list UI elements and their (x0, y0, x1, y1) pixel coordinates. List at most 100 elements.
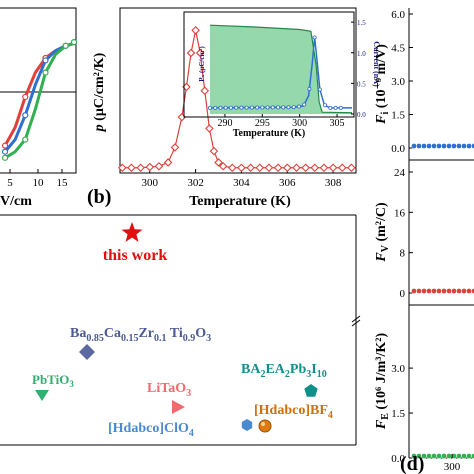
panel-a-marker (22, 93, 29, 101)
axis-break-mark (351, 315, 361, 327)
inset-current-marker (312, 35, 317, 40)
panel-d-marker (461, 288, 467, 294)
panel-d-marker (466, 143, 472, 149)
inset-ytick-label: 0.0 (357, 111, 366, 119)
inset-current-marker (228, 105, 233, 110)
inset-ytick-label: 0.5 (357, 80, 366, 88)
inset-ylabel-right: Current (nA) (372, 41, 381, 87)
inset-current-marker (265, 105, 270, 110)
point-ba2ea2pb3i10-pentagon (304, 384, 318, 397)
panel-d-label: (d) (400, 453, 424, 474)
panel-a-marker (70, 39, 78, 46)
inset-current-marker (270, 105, 275, 110)
panel-b-marker (273, 163, 283, 173)
point-clo4-hexagon (241, 419, 253, 431)
point-bf4-label: [Hdabco]BF4 (254, 403, 333, 421)
panel-b-marker (301, 163, 310, 173)
panel-d-ytick-label: 6.0 (391, 9, 405, 21)
panel-d-marker (436, 143, 442, 149)
panel-a-xlabel: V/cm (0, 194, 32, 209)
panel-c: this work Ba0.85Ca0.15Zr0.1 Ti0.9O3 PbTi… (0, 214, 361, 446)
inset-current-marker (286, 105, 291, 110)
inset-current-marker (291, 105, 296, 110)
panel-b-xlabel: Temperature (K) (189, 194, 291, 209)
panel-b-frame (119, 7, 357, 174)
panel-b-tick-label: 300 (142, 177, 159, 189)
inset-current-marker (302, 102, 307, 107)
panel-d-marker (461, 453, 467, 459)
panel-a-marker (1, 148, 9, 155)
panel-d-ytick-label: 0.0 (391, 143, 405, 155)
inset-current-marker (249, 105, 254, 110)
inset-current-marker (218, 105, 223, 110)
inset-current-marker (223, 105, 228, 110)
panel-d-ylabel-fe: FE (10⁶ J/m³/K²) (374, 333, 391, 431)
inset-current-marker (323, 103, 328, 108)
panel-b-marker (255, 163, 265, 173)
panel-d-marker (461, 143, 467, 149)
point-this-work-star (121, 222, 143, 242)
inset-current-marker (328, 105, 333, 110)
panel-b-marker (328, 163, 338, 173)
point-bf4-highlight (261, 422, 265, 426)
panel-b-marker (136, 163, 145, 173)
panel-d-marker (451, 143, 457, 149)
panel-a-tick-label: 10 (33, 177, 45, 189)
inset-current-marker (281, 105, 286, 110)
point-pbtio3-label: PbTiO3 (32, 372, 74, 389)
panel-d-marker (426, 453, 432, 459)
panel-d-ytick-label: 3.0 (391, 76, 405, 88)
panel-d-ytick-label: 0 (400, 288, 406, 300)
panel-b: (b) 300 302 304 306 308 Temperature (K) p (μ… (87, 7, 381, 209)
panel-a-tick-label: 15 (57, 177, 69, 189)
panel-d-marker (416, 143, 422, 149)
panel-b-marker (292, 163, 301, 173)
panel-d-marker (446, 288, 452, 294)
inset-current-marker (307, 86, 312, 91)
panel-b-series-p (118, 26, 356, 173)
panel-b-marker (310, 163, 320, 173)
inset-ps-fill (210, 25, 352, 114)
panel-d-ytick-label: 1.5 (391, 110, 405, 122)
panel-b-marker (319, 163, 329, 173)
panel-d-marker (446, 143, 452, 149)
point-ba2ea2pb3i10-label: BA2EA2Pb3I10 (241, 362, 327, 380)
panel-b-marker (347, 163, 356, 173)
panel-b-tick-label: 302 (187, 177, 204, 189)
panel-a-marker (22, 112, 29, 119)
inset-current-series (207, 35, 352, 110)
inset-current-marker (333, 105, 338, 110)
panel-d-marker (421, 143, 427, 149)
panel-b-marker (218, 161, 228, 171)
inset-frame (183, 11, 355, 118)
panel-b-label: (b) (87, 186, 111, 208)
panel-b-marker (337, 163, 347, 173)
panel-b-marker (205, 124, 214, 133)
panel-b-x-ticks: 300 302 304 306 308 (142, 169, 342, 189)
panel-b-marker (227, 163, 237, 173)
panel-b-marker (154, 161, 164, 171)
inset-tick-label: 300 (292, 118, 307, 129)
panel-d-ytick-label: 3.0 (391, 363, 405, 375)
panel-d-marker (441, 288, 447, 294)
panel-a-marker (1, 154, 9, 161)
panel-b-ylabel-unit: (μC/cm²/K) (92, 52, 107, 124)
panel-a-marker (42, 69, 49, 76)
panel-d-marker (466, 453, 472, 459)
inset-current-marker (213, 105, 218, 110)
panel-b-marker (191, 26, 200, 35)
panel-d-marker (456, 143, 462, 149)
panel-a-marker (62, 42, 69, 49)
point-bczt-diamond (79, 344, 95, 360)
inset-tick-label: 305 (330, 118, 345, 129)
panel-b-tick-label: 304 (233, 177, 250, 189)
panel-d-marker (436, 288, 442, 294)
panel-d-ytick-label: 0.0 (391, 453, 405, 465)
panel-a-frame (0, 7, 77, 174)
panel-b-marker (246, 163, 255, 173)
panel-b-marker (200, 86, 210, 95)
panel-b-marker (264, 163, 274, 173)
inset-ytick-label: 1.0 (357, 50, 366, 58)
inset-ylabel-left: Pₛ (μC/cm²) (198, 46, 206, 82)
